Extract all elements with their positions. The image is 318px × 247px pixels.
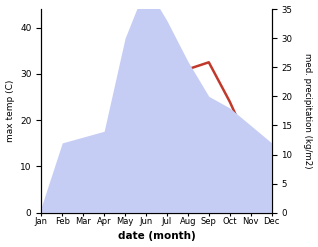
Y-axis label: max temp (C): max temp (C) — [5, 80, 15, 142]
X-axis label: date (month): date (month) — [118, 231, 195, 242]
Y-axis label: med. precipitation (kg/m2): med. precipitation (kg/m2) — [303, 53, 313, 169]
